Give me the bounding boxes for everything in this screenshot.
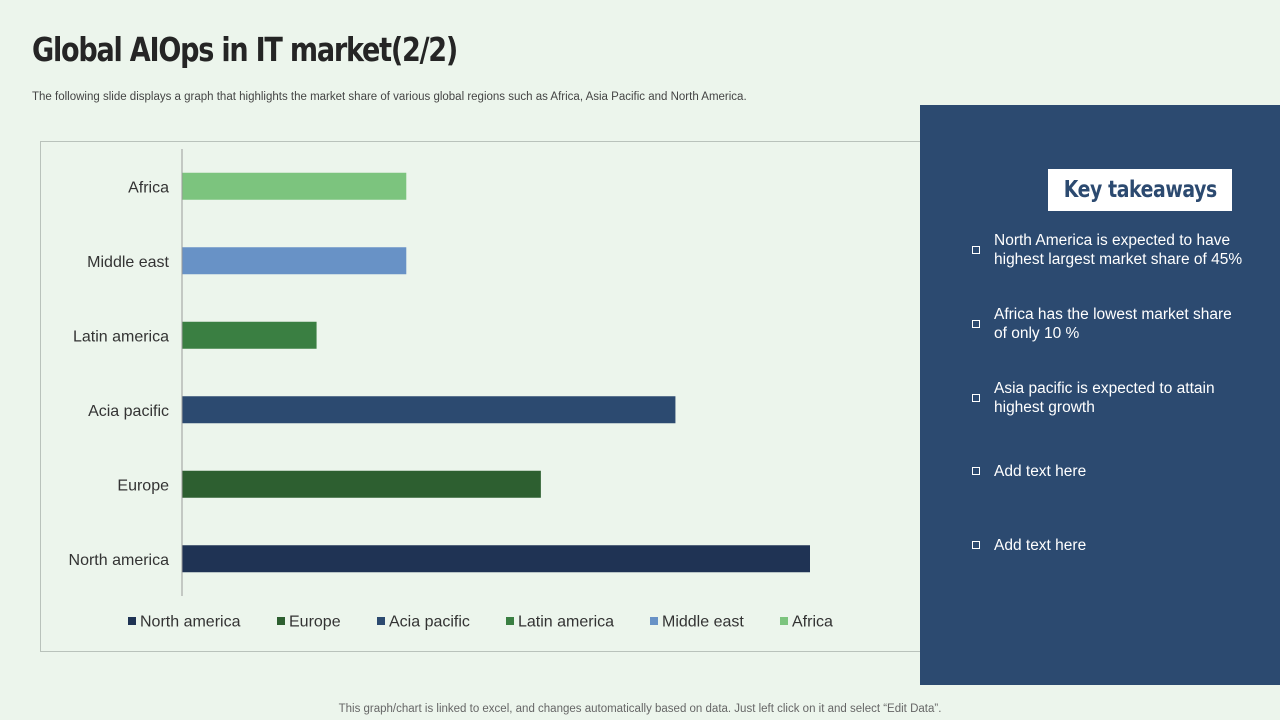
- takeaway-line: highest largest market share of 45%: [994, 251, 1243, 268]
- legend-label: North america: [140, 614, 241, 631]
- takeaway-line: Add text here: [994, 537, 1087, 554]
- bullet-icon: [972, 467, 980, 475]
- bullet-icon: [972, 246, 980, 254]
- legend-swatch: [650, 617, 658, 625]
- bullet-icon: [972, 320, 980, 328]
- takeaway-line: Africa has the lowest market share: [994, 306, 1232, 323]
- legend-label: Latin america: [518, 614, 614, 631]
- legend-swatch: [780, 617, 788, 625]
- legend-label: Europe: [289, 614, 341, 631]
- category-label: North america: [69, 552, 170, 569]
- category-label: Acia pacific: [88, 403, 169, 420]
- category-label: Middle east: [87, 254, 169, 271]
- bullet-icon: [972, 541, 980, 549]
- key-takeaways-heading-box: Key takeaways: [1048, 169, 1232, 211]
- legend-swatch: [377, 617, 385, 625]
- takeaway-item-1: North America is expected to have highes…: [994, 231, 1264, 269]
- category-label: Europe: [117, 477, 169, 494]
- bar-north-america[interactable]: [182, 545, 810, 573]
- legend-label: Africa: [792, 614, 833, 631]
- takeaway-line: highest growth: [994, 399, 1095, 416]
- legend-label: Middle east: [662, 614, 744, 631]
- legend-swatch: [277, 617, 285, 625]
- takeaway-item-5: Add text here: [994, 536, 1264, 555]
- legend-swatch: [128, 617, 136, 625]
- slide-title: Global AIOps in IT market(2/2): [32, 30, 458, 69]
- category-label: Latin america: [73, 328, 169, 345]
- bar-europe[interactable]: [182, 470, 541, 498]
- takeaway-item-3: Asia pacific is expected to attain highe…: [994, 379, 1264, 417]
- bar-acia-pacific[interactable]: [182, 396, 676, 424]
- takeaway-item-4: Add text here: [994, 462, 1264, 481]
- footer-note: This graph/chart is linked to excel, and…: [338, 703, 942, 715]
- takeaway-line: Asia pacific is expected to attain: [994, 380, 1215, 397]
- takeaway-line: of only 10 %: [994, 325, 1080, 342]
- key-takeaways-panel: Key takeaways North America is expected …: [920, 105, 1280, 685]
- takeaway-line: Add text here: [994, 463, 1087, 480]
- slide-subtitle: The following slide displays a graph tha…: [32, 91, 747, 103]
- key-takeaways-heading: Key takeaways: [1063, 177, 1217, 203]
- legend-swatch: [506, 617, 514, 625]
- legend-label: Acia pacific: [389, 614, 470, 631]
- bar-africa[interactable]: [182, 172, 407, 200]
- bullet-icon: [972, 394, 980, 402]
- takeaway-item-2: Africa has the lowest market share of on…: [994, 305, 1264, 343]
- bar-middle-east[interactable]: [182, 247, 407, 275]
- takeaway-line: North America is expected to have: [994, 232, 1231, 249]
- category-label: Africa: [128, 179, 169, 196]
- bar-latin-america[interactable]: [182, 321, 317, 349]
